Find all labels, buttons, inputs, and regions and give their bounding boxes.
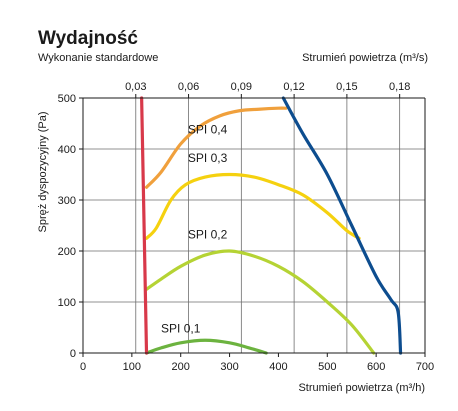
min-flow-limit-line bbox=[140, 96, 149, 355]
x-axis-label: Strumień powietrza (m³/h) bbox=[298, 382, 425, 394]
annotation-spi-0-1: SPI 0,1 bbox=[161, 322, 201, 336]
y-axis-label: Spręż dyspozycyjny (Pa) bbox=[37, 111, 49, 232]
top-axis-label: Strumień powietrza (m³/s) bbox=[302, 52, 428, 64]
x-tick-label: 200 bbox=[172, 361, 190, 373]
x-tick-label: 0 bbox=[80, 361, 86, 373]
series-line-spi-0-3 bbox=[144, 172, 361, 240]
x2-tick-label: 0,18 bbox=[389, 81, 410, 93]
annotations: SPI 0,1 SPI 0,2 SPI 0,3 SPI 0,4 bbox=[161, 123, 228, 336]
series-group bbox=[140, 96, 403, 355]
x-tick-label: 700 bbox=[416, 361, 434, 373]
x2-tick-label: 0,09 bbox=[231, 81, 252, 93]
axes bbox=[79, 94, 426, 357]
series-line-spi-0-4 bbox=[144, 106, 288, 189]
x-tick-label: 600 bbox=[367, 361, 385, 373]
x-tick-label: 400 bbox=[269, 361, 287, 373]
y-tick-label: 0 bbox=[70, 348, 76, 360]
y-tick-label: 300 bbox=[58, 195, 76, 207]
grid bbox=[83, 97, 425, 353]
series-line-spi-0-2 bbox=[144, 249, 376, 355]
x2-tick-label: 0,15 bbox=[336, 81, 357, 93]
tick-labels: 0 100 200 300 400 500 600 700 0 100 200 300 400 500 0,… bbox=[58, 81, 435, 373]
x2-tick-label: 0,12 bbox=[283, 81, 304, 93]
x2-tick-label: 0,03 bbox=[125, 81, 146, 93]
y-tick-label: 400 bbox=[58, 144, 76, 156]
annotation-spi-0-4: SPI 0,4 bbox=[188, 123, 228, 137]
y-tick-label: 100 bbox=[58, 297, 76, 309]
x2-tick-label: 0,06 bbox=[178, 81, 199, 93]
max-flow-limit-line bbox=[281, 96, 403, 355]
chart-subtitle: Wykonanie standardowe bbox=[38, 52, 159, 64]
annotation-spi-0-3: SPI 0,3 bbox=[188, 151, 228, 165]
annotation-spi-0-2: SPI 0,2 bbox=[188, 227, 228, 241]
x-tick-label: 100 bbox=[123, 361, 141, 373]
y-tick-label: 500 bbox=[58, 93, 76, 105]
y-tick-label: 200 bbox=[58, 246, 76, 258]
chart-title: Wydajność bbox=[38, 28, 138, 49]
x-tick-label: 500 bbox=[318, 361, 336, 373]
x-tick-label: 300 bbox=[220, 361, 238, 373]
series-line-spi-0-1 bbox=[144, 338, 268, 355]
